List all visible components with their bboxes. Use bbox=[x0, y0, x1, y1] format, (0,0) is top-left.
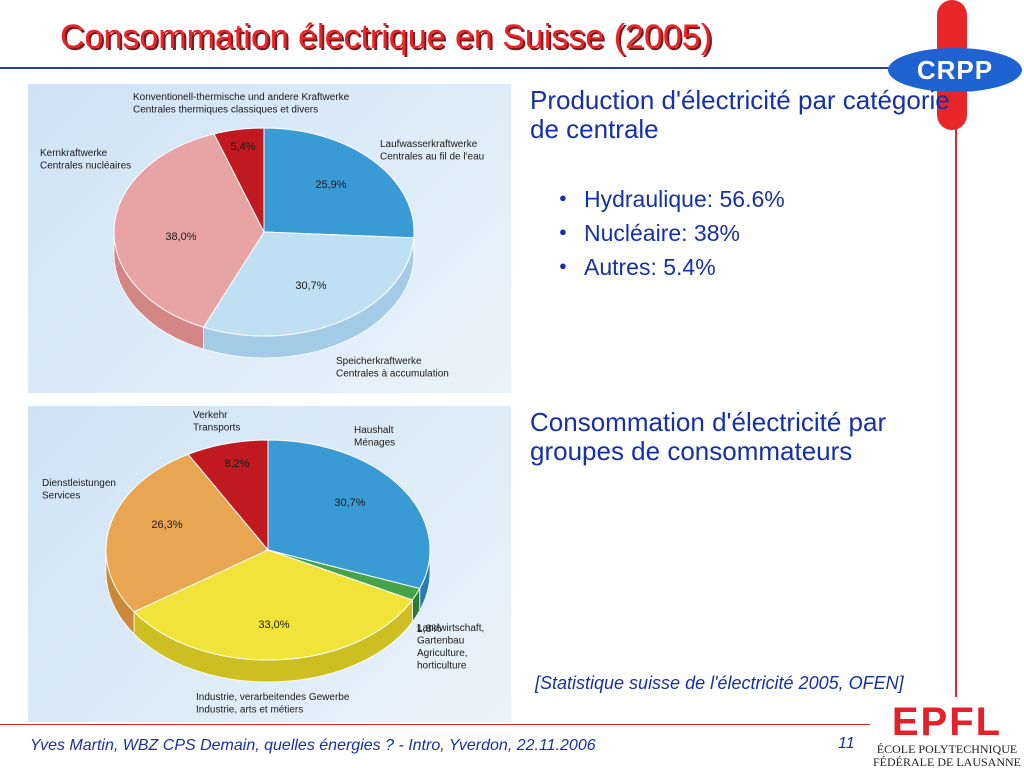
pie-slice-2 bbox=[113, 133, 265, 328]
heading-production: Production d'électricité par catégorie d… bbox=[530, 85, 950, 144]
source-citation: [Statistique suisse de l'électricité 200… bbox=[535, 673, 904, 693]
pie-slice-0 bbox=[267, 439, 431, 590]
pie-slice-1 bbox=[202, 231, 415, 337]
value-label-4: 8,2% bbox=[224, 458, 249, 470]
value-label-1: 30,7% bbox=[295, 280, 326, 292]
pie-slice-2 bbox=[133, 549, 414, 661]
category-label-0-0: Laufwasserkraftwerke bbox=[380, 139, 478, 150]
value-label-1: 1,8% bbox=[416, 623, 441, 635]
category-label-3-1: Centrales thermiques classiques et diver… bbox=[133, 105, 318, 116]
epfl-line-1: ÉCOLE POLYTECHNIQUE bbox=[877, 742, 1017, 756]
slide-title: Consommation électrique en Suisse (2005) bbox=[60, 18, 713, 56]
production-pie-chart: 25,9% 30,7% 38,0% 5,4% Laufwasserkraftwerke C… bbox=[40, 92, 484, 380]
category-label-3-0: Dienstleistungen bbox=[42, 478, 116, 489]
pie-slice-3 bbox=[213, 127, 265, 233]
crpp-logo: CRPP bbox=[888, 48, 1022, 92]
bullet-autres: Autres: 5.4% bbox=[559, 254, 716, 281]
value-label-2: 33,0% bbox=[258, 619, 289, 631]
category-label-2-1: Centrales nucléaires bbox=[40, 161, 131, 172]
category-label-3-0: Konventionell-thermische und andere Kraf… bbox=[133, 92, 350, 103]
category-label-0-0: Haushalt bbox=[354, 425, 394, 436]
category-label-1-1: Centrales à accumulation bbox=[336, 369, 449, 380]
category-label-2-1: Industrie, arts et métiers bbox=[196, 705, 303, 716]
footer-line bbox=[0, 724, 870, 725]
value-label-2: 38,0% bbox=[165, 231, 196, 243]
value-label-3: 5,4% bbox=[230, 141, 255, 153]
epfl-logo: EPFL ÉCOLE POLYTECHNIQUE FÉDÉRALE DE LAU… bbox=[870, 697, 1024, 768]
category-label-2-0: Industrie, verarbeitendes Gewerbe bbox=[196, 692, 350, 703]
footer-text: Yves Martin, WBZ CPS Demain, quelles éne… bbox=[30, 737, 596, 754]
heading-consumption: Consommation d'électricité par groupes d… bbox=[530, 407, 887, 466]
bullet-hydraulique: Hydraulique: 56.6% bbox=[559, 186, 785, 213]
category-label-0-1: Centrales au fil de l'eau bbox=[380, 152, 484, 163]
right-border-line bbox=[955, 84, 957, 704]
category-label-1-2: Agriculture, bbox=[417, 648, 468, 659]
production-chart-panel: 25,9% 30,7% 38,0% 5,4% Laufwasserkraftwerke C… bbox=[28, 84, 511, 393]
value-label-3: 26,3% bbox=[151, 519, 182, 531]
epfl-line-2: FÉDÉRALE DE LAUSANNE bbox=[873, 755, 1021, 768]
category-label-2-0: Kernkraftwerke bbox=[40, 148, 108, 159]
title-underline bbox=[0, 67, 905, 69]
pie-slice-3 bbox=[105, 453, 269, 613]
category-label-1-1: Gartenbau bbox=[417, 636, 464, 647]
value-label-0: 25,9% bbox=[315, 179, 346, 191]
category-label-1-0: Speicherkraftwerke bbox=[336, 356, 422, 367]
category-label-1-0: Landwirtschaft, bbox=[417, 623, 484, 634]
epfl-logo-mark: EPFL bbox=[892, 700, 1002, 744]
category-label-0-1: Ménages bbox=[354, 438, 395, 449]
consumption-pie-chart: 30,7% 1,8% 33,0% 26,3% 8,2% Haushalt Ménages La… bbox=[42, 410, 484, 716]
category-label-4-0: Verkehr bbox=[193, 410, 228, 421]
pie-slice-4 bbox=[187, 439, 269, 552]
page-number: 11 bbox=[838, 735, 855, 752]
category-label-3-1: Services bbox=[42, 491, 80, 502]
consumption-chart-panel: 30,7% 1,8% 33,0% 26,3% 8,2% Haushalt Ménages La… bbox=[28, 406, 511, 722]
category-label-1-3: horticulture bbox=[417, 661, 467, 672]
category-label-4-1: Transports bbox=[193, 423, 240, 434]
bullet-nucleaire: Nucléaire: 38% bbox=[559, 220, 740, 247]
pie-slice-0 bbox=[263, 127, 415, 239]
value-label-0: 30,7% bbox=[334, 497, 365, 509]
